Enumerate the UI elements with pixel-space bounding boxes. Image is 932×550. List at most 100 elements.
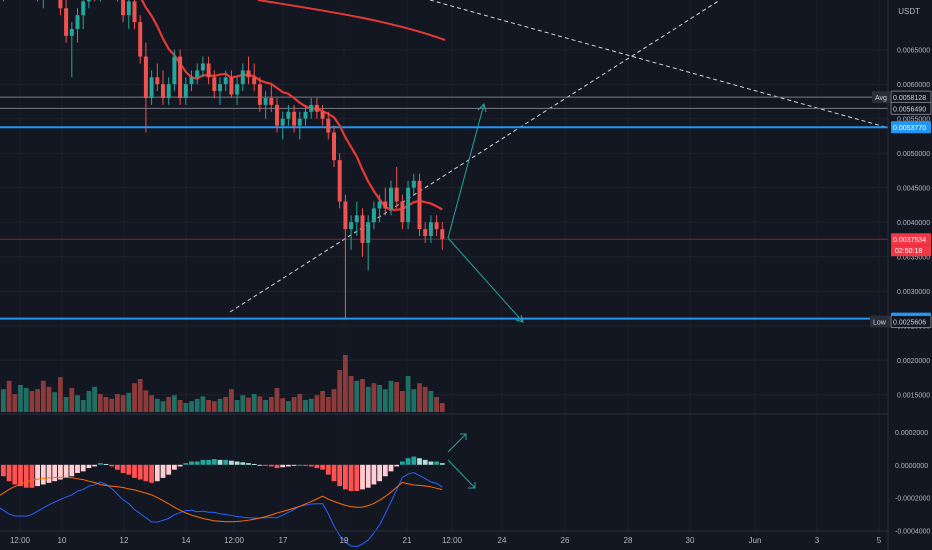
volume-bar xyxy=(286,401,291,412)
macd-histogram-bar xyxy=(325,464,331,475)
volume-bar xyxy=(394,382,400,412)
volume-bar xyxy=(69,388,75,412)
time-axis[interactable]: 12:00 10 12 14 12:00 17 19 21 12:00 24 26 28 30 Jun 3 5 xyxy=(0,530,888,545)
volume-bar xyxy=(434,397,439,412)
last-price-label: 0.0037534 xyxy=(893,237,926,244)
candle-body xyxy=(126,1,131,16)
macd-histogram-bar xyxy=(257,464,263,466)
macd-histogram-bar xyxy=(405,458,411,465)
low-tag-box xyxy=(870,315,890,328)
candle-body xyxy=(377,201,382,209)
volume-bar xyxy=(297,394,303,412)
macd-histogram-bar xyxy=(200,459,206,465)
macd-tick-label: -0.0002000 xyxy=(895,496,931,503)
volume-bar xyxy=(160,401,166,412)
macd-histogram-bar xyxy=(268,464,274,467)
price-labels: USDT 0.0058128 Avg 0.0056490 0.0053770 0.003… xyxy=(870,7,932,329)
candle-body xyxy=(434,222,439,230)
macd-histogram-bar xyxy=(377,464,382,482)
macd-histogram-bar xyxy=(217,459,223,465)
macd-histogram-bar xyxy=(97,463,103,465)
candle-body xyxy=(383,201,388,209)
volume-bar xyxy=(137,379,143,412)
candle-body xyxy=(286,111,291,119)
candle-body xyxy=(423,229,428,237)
projection-down-arrowhead xyxy=(515,314,524,323)
price-tick-label: 0.0050000 xyxy=(897,151,930,158)
signal-line xyxy=(0,476,443,523)
time-tick-label: 26 xyxy=(561,536,570,545)
candle-body xyxy=(75,15,80,29)
macd-histogram-bar xyxy=(12,464,18,485)
macd-histogram-bar xyxy=(166,464,172,475)
macd-histogram-bar xyxy=(211,459,217,465)
volume-bar xyxy=(337,370,343,412)
candle-body xyxy=(360,215,365,243)
macd-histogram-bar xyxy=(308,464,314,467)
macd-histogram-bar xyxy=(80,464,86,472)
macd-projection-down-line xyxy=(447,459,476,489)
candle-body xyxy=(218,84,222,92)
macd-histogram-bar xyxy=(251,463,257,465)
candle-body xyxy=(389,187,393,209)
macd-histogram-bar xyxy=(160,464,166,478)
price-tick-label: 0.0055000 xyxy=(897,117,930,124)
price-tick-label: 0.0040000 xyxy=(897,220,930,227)
volume-bar xyxy=(126,392,132,412)
volume-bar xyxy=(280,398,286,412)
volume-bar xyxy=(189,401,194,412)
macd-histogram-bar xyxy=(143,464,149,482)
macd-histogram-bar xyxy=(382,464,388,477)
volume-bar xyxy=(46,386,52,412)
volume-bar xyxy=(40,380,46,412)
price-tick-label: 0.0045000 xyxy=(897,186,930,193)
volume-bar xyxy=(229,389,234,412)
time-tick-label: 10 xyxy=(58,536,67,545)
macd-tick-label: -0.0004000 xyxy=(895,528,931,535)
volume-bar xyxy=(223,397,229,412)
macd-histogram-bar xyxy=(280,464,286,468)
volume-bar xyxy=(325,397,331,412)
time-tick-label: 30 xyxy=(686,536,695,545)
macd-histogram-bar xyxy=(172,464,177,470)
channel-upper-line[interactable] xyxy=(229,0,721,313)
macd-histogram-bar xyxy=(371,464,377,485)
macd-histogram-bar xyxy=(1,464,6,477)
macd-histogram-bar xyxy=(297,464,303,466)
volume-bar xyxy=(18,385,23,412)
candle-body xyxy=(132,1,137,23)
volume-bar xyxy=(371,383,377,412)
volume-bar xyxy=(343,355,348,412)
macd-histogram-bar xyxy=(343,464,348,490)
countdown-box xyxy=(891,245,931,257)
time-tick-label: 24 xyxy=(498,536,507,545)
macd-histogram-bar xyxy=(263,464,268,466)
volume-bar xyxy=(268,397,274,412)
descending-trendline[interactable] xyxy=(429,0,932,141)
volume-bar xyxy=(58,377,63,412)
volume-bar xyxy=(35,389,40,412)
candle-body xyxy=(314,104,319,112)
macd-histogram-bar xyxy=(422,459,428,465)
volume-bar xyxy=(405,376,411,412)
macd-histogram-bar xyxy=(189,461,194,465)
avg-tag-box xyxy=(872,91,890,104)
macd-histogram-bar xyxy=(320,464,325,470)
candle-body xyxy=(235,84,240,95)
volume-bar xyxy=(183,403,189,412)
macd-tick-label: 0.0002000 xyxy=(895,430,928,437)
volume-bar xyxy=(240,395,246,412)
volume-bar xyxy=(172,395,177,412)
avg-tag: Avg xyxy=(875,95,887,102)
macd-histogram-bar xyxy=(115,464,120,470)
volume-bar xyxy=(109,398,115,412)
candle-body xyxy=(212,77,217,92)
macd-histogram-bar xyxy=(177,464,183,467)
price-axis[interactable]: 0.0065000 0.0060000 0.0055000 0.0050000 0.00… xyxy=(887,0,932,550)
macd-histogram-bar xyxy=(183,463,189,465)
volume-bar xyxy=(303,400,308,412)
volume-bar xyxy=(52,392,58,412)
candle-body xyxy=(332,132,336,161)
trend-channel[interactable] xyxy=(80,0,932,425)
